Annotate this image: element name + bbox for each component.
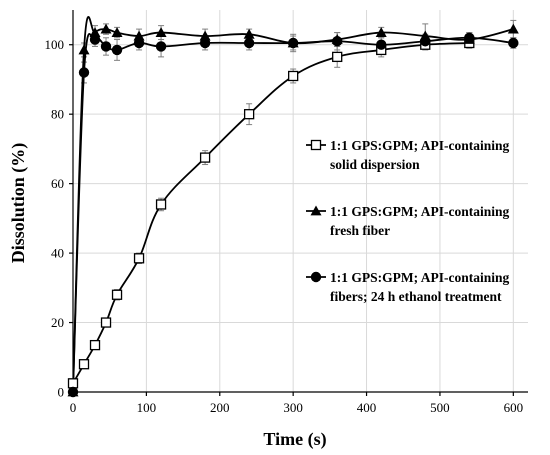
legend-label-1: solid dispersion — [330, 157, 420, 172]
data-point-series-1 — [243, 109, 255, 120]
legend-label-1: 1:1 GPS:GPM; API-containing — [330, 138, 509, 153]
data-point-series-2 — [199, 30, 211, 41]
data-point-series-3 — [287, 37, 299, 49]
data-point-series-3 — [133, 37, 145, 49]
axes-layer — [69, 10, 528, 396]
data-point-series-2 — [111, 27, 123, 37]
x-tick-label: 300 — [283, 400, 303, 415]
data-point-series-3 — [420, 36, 431, 47]
legend: 1:1 GPS:GPM; API-containing solid dispers… — [306, 138, 509, 304]
y-tick-label: 20 — [51, 315, 64, 330]
data-point-series-2 — [375, 27, 387, 37]
x-tick-label: 100 — [137, 400, 157, 415]
data-point-series-2 — [243, 28, 255, 39]
data-point-series-3 — [508, 37, 519, 49]
data-point-series-3 — [464, 32, 475, 43]
data-point-series-3 — [331, 36, 343, 47]
legend-marker-1 — [310, 139, 322, 151]
data-point-series-3 — [100, 41, 112, 52]
legend-marker-3 — [310, 271, 322, 283]
data-point-series-2 — [89, 27, 101, 37]
y-axis-title: Dissolution (%) — [8, 143, 29, 264]
x-tick-label: 0 — [70, 400, 77, 415]
data-point-series-1 — [288, 70, 299, 82]
data-point-series-1 — [111, 289, 123, 300]
data-point-series-1 — [78, 359, 90, 370]
y-tick-label: 40 — [51, 246, 64, 261]
y-tick-label: 100 — [45, 37, 65, 52]
data-point-series-2 — [133, 30, 145, 41]
marker-layer — [67, 23, 519, 398]
legend-marker-2 — [310, 205, 322, 216]
y-tick-label: 0 — [58, 385, 65, 400]
data-point-series-2 — [100, 23, 112, 34]
data-point-series-1 — [67, 378, 79, 389]
data-point-series-3 — [243, 37, 255, 49]
data-point-series-2 — [78, 44, 90, 55]
x-tick-label: 200 — [210, 400, 230, 415]
data-point-series-3 — [376, 39, 387, 50]
y-tick-label: 80 — [51, 107, 64, 122]
x-tick-label: 600 — [504, 400, 524, 415]
data-point-series-1 — [100, 317, 112, 328]
series-line-3 — [72, 33, 514, 393]
data-point-series-1 — [155, 199, 167, 210]
data-point-series-1 — [133, 253, 145, 264]
data-point-series-3 — [155, 41, 167, 52]
legend-label-3: fibers; 24 h ethanol treatment — [330, 289, 502, 304]
tick-label-layer: 0 100 200 300 400 500 600 0 20 40 60 80 100 — [45, 37, 524, 415]
x-tick-label: 400 — [357, 400, 377, 415]
data-point-series-3 — [67, 386, 79, 398]
data-point-series-3 — [111, 44, 123, 56]
grid-layer — [73, 10, 528, 392]
data-point-series-1 — [199, 152, 211, 163]
legend-label-2: fresh fiber — [330, 223, 390, 238]
data-point-series-2 — [507, 23, 519, 34]
data-point-series-3 — [89, 34, 101, 45]
legend-label-2: 1:1 GPS:GPM; API-containing — [330, 204, 509, 219]
y-tick-label: 60 — [51, 176, 64, 191]
x-tick-label: 500 — [430, 400, 450, 415]
x-axis-title: Time (s) — [263, 429, 326, 450]
data-point-series-3 — [199, 37, 211, 49]
data-point-series-2 — [155, 27, 167, 37]
data-point-series-1 — [89, 339, 101, 351]
series-line-2 — [72, 16, 514, 393]
legend-label-3: 1:1 GPS:GPM; API-containing — [330, 270, 509, 285]
data-point-series-3 — [78, 67, 90, 78]
data-point-series-1 — [332, 51, 343, 63]
